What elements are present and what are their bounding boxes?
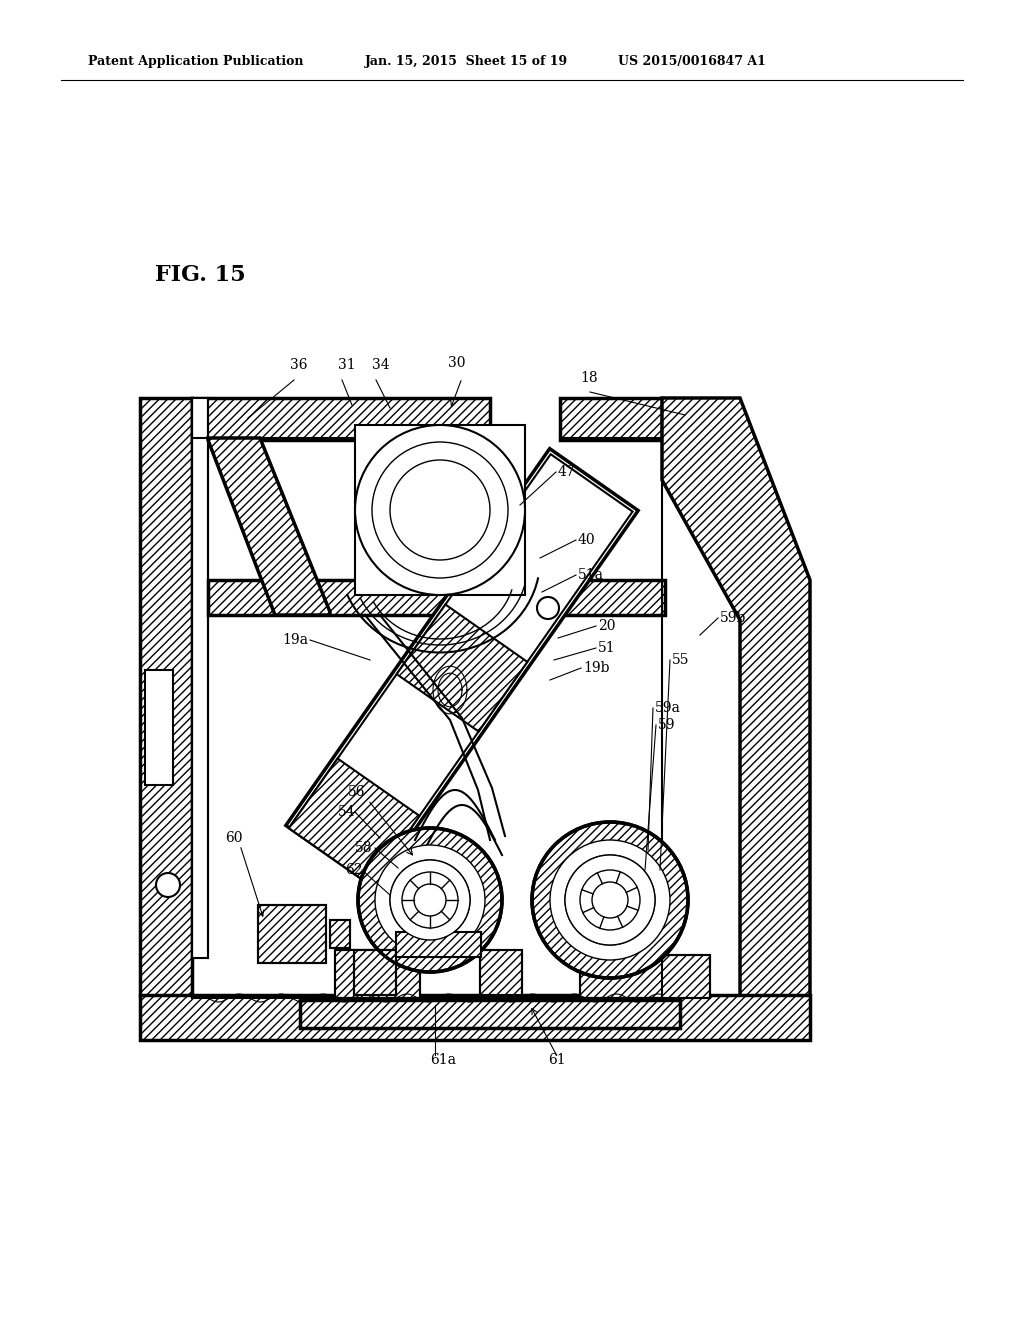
Text: 19b: 19b: [583, 661, 609, 675]
Text: 59: 59: [658, 718, 676, 733]
Polygon shape: [208, 438, 330, 615]
Bar: [560, 579, 665, 615]
Text: 18: 18: [580, 371, 598, 385]
Text: 19a: 19a: [282, 634, 308, 647]
Bar: [289, 759, 420, 886]
Circle shape: [532, 822, 688, 978]
Circle shape: [375, 845, 485, 954]
Bar: [396, 932, 481, 957]
Circle shape: [402, 873, 458, 928]
Text: 55: 55: [672, 653, 689, 667]
Circle shape: [565, 855, 655, 945]
Bar: [292, 454, 633, 882]
Text: 60: 60: [225, 832, 243, 845]
Circle shape: [580, 870, 640, 931]
Text: 30: 30: [449, 356, 466, 370]
Text: 40: 40: [578, 533, 596, 546]
Text: Patent Application Publication: Patent Application Publication: [88, 55, 303, 69]
Circle shape: [355, 425, 525, 595]
Bar: [354, 950, 396, 995]
Bar: [480, 950, 522, 995]
Bar: [193, 399, 208, 958]
Text: FIG. 15: FIG. 15: [155, 264, 246, 286]
Bar: [355, 425, 525, 595]
Circle shape: [156, 873, 180, 898]
Bar: [286, 449, 638, 887]
Circle shape: [390, 861, 470, 940]
Bar: [330, 920, 350, 948]
Bar: [335, 950, 420, 998]
Text: Jan. 15, 2015  Sheet 15 of 19: Jan. 15, 2015 Sheet 15 of 19: [365, 55, 568, 69]
Bar: [480, 950, 522, 995]
Bar: [145, 671, 173, 785]
Circle shape: [592, 882, 628, 917]
Bar: [396, 932, 481, 957]
Text: 54: 54: [338, 805, 355, 818]
Bar: [300, 1001, 680, 1028]
Bar: [560, 399, 662, 440]
Bar: [396, 605, 527, 731]
Circle shape: [414, 884, 446, 916]
Bar: [258, 906, 326, 964]
Circle shape: [592, 882, 628, 917]
Circle shape: [537, 597, 559, 619]
Text: 51a: 51a: [578, 568, 604, 582]
Circle shape: [565, 855, 655, 945]
Bar: [354, 950, 396, 995]
Bar: [140, 995, 810, 1040]
Bar: [580, 954, 710, 998]
Text: 47: 47: [558, 465, 575, 479]
Bar: [140, 399, 193, 997]
Text: 56: 56: [348, 785, 366, 799]
Text: 31: 31: [338, 358, 355, 372]
Text: 36: 36: [290, 358, 307, 372]
Circle shape: [390, 861, 470, 940]
Bar: [258, 906, 326, 964]
Circle shape: [358, 828, 502, 972]
Bar: [330, 920, 350, 948]
Polygon shape: [662, 399, 810, 1001]
Text: 59b: 59b: [720, 611, 746, 624]
Text: 58: 58: [355, 841, 373, 855]
Text: 59a: 59a: [655, 701, 681, 715]
Text: 34: 34: [372, 358, 389, 372]
Text: 61a: 61a: [430, 1053, 456, 1067]
Text: 62: 62: [345, 863, 362, 876]
Text: 61: 61: [548, 1053, 565, 1067]
Bar: [580, 954, 710, 998]
Circle shape: [414, 884, 446, 916]
Bar: [208, 579, 498, 615]
Text: 20: 20: [598, 619, 615, 634]
Text: US 2015/0016847 A1: US 2015/0016847 A1: [618, 55, 766, 69]
Circle shape: [550, 840, 670, 960]
Bar: [335, 950, 420, 998]
Bar: [193, 399, 490, 440]
Text: 51: 51: [598, 642, 615, 655]
